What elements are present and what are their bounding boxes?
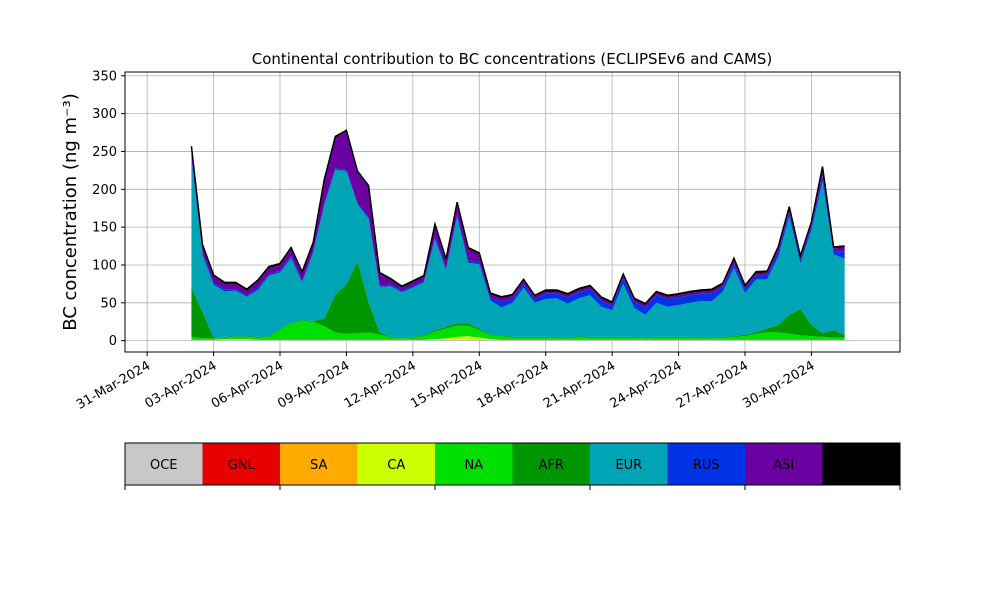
legend-label: ASI [773, 458, 794, 473]
x-axis-ticks: 31-Mar-202403-Apr-202406-Apr-202409-Apr-… [74, 352, 817, 413]
legend-label: AUS [848, 458, 875, 473]
legend-swatch-afr [512, 443, 590, 485]
legend-label: NA [464, 458, 483, 473]
plot-frame [124, 71, 901, 353]
y-tick-label: 150 [92, 221, 117, 236]
legend-label: EUR [615, 458, 642, 473]
x-tick-label: 09-Apr-2024 [275, 358, 352, 411]
x-tick-label: 24-Apr-2024 [607, 358, 684, 411]
x-tick-label: 15-Apr-2024 [408, 358, 485, 411]
legend-swatch-eur [590, 443, 668, 485]
chart-title: Continental contribution to BC concentra… [252, 50, 773, 68]
y-axis-ticks: 0 50 100 150 200 250 300 350 [92, 69, 125, 349]
y-tick-label: 50 [100, 296, 117, 311]
y-tick-label: 300 [92, 107, 117, 122]
legend-swatch-gnl [202, 443, 280, 485]
x-tick-label: 12-Apr-2024 [342, 358, 419, 411]
legend-label: RUS [693, 458, 720, 473]
legend-colorbar: OCE GNL SA CA NA AFR EUR RUS ASI AUS [124, 442, 901, 490]
legend-label: GNL [228, 458, 256, 473]
area-afr [191, 261, 845, 339]
legend-swatch-rus [667, 443, 745, 485]
y-tick-label: 100 [92, 258, 117, 273]
area-asi [191, 131, 845, 308]
total-outline [190, 129, 845, 305]
y-tick-label: 0 [109, 334, 117, 349]
area-eur [191, 159, 845, 338]
area-oce [191, 339, 845, 341]
legend-frame [124, 442, 901, 486]
x-tick-label: 31-Mar-2024 [74, 358, 153, 412]
legend-swatch-aus [822, 443, 900, 485]
x-tick-label: 06-Apr-2024 [209, 358, 286, 411]
y-axis-label: BC concentration (ng m⁻³) [60, 93, 81, 331]
x-tick-label: 27-Apr-2024 [674, 358, 751, 411]
legend-swatch-ca [357, 443, 435, 485]
area-na [191, 320, 845, 340]
y-tick-label: 250 [92, 145, 117, 160]
legend-label: SA [310, 458, 327, 473]
x-tick-label: 21-Apr-2024 [541, 358, 618, 411]
legend-label: OCE [150, 458, 178, 473]
area-rus [191, 155, 845, 315]
x-tick-label: 18-Apr-2024 [475, 358, 552, 411]
y-tick-label: 350 [92, 69, 117, 84]
x-tick-label: 03-Apr-2024 [142, 358, 219, 411]
legend-swatch-sa [280, 443, 358, 485]
stacked-areas [191, 130, 845, 341]
legend-swatch-asi [745, 443, 823, 485]
legend-swatch-oce [125, 443, 203, 485]
legend-swatch-na [435, 443, 513, 485]
x-tick-label: 30-Apr-2024 [740, 358, 817, 411]
y-tick-label: 200 [92, 183, 117, 198]
legend-label: CA [387, 458, 405, 473]
legend-label: AFR [539, 458, 564, 473]
